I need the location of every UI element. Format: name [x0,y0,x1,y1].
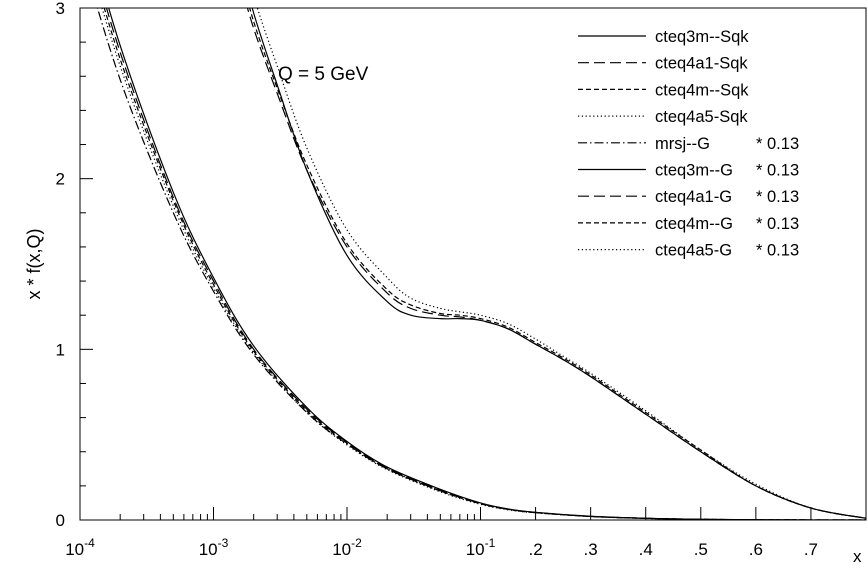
y-axis-label: x * f(x,Q) [24,229,44,300]
y-tick-label: 2 [56,170,65,189]
series-line-cteq4a1-sqk [105,8,866,520]
series-line-cteq3m-sqk [108,8,866,520]
x-tick-label: .2 [528,540,542,559]
legend-label: cteq4a1-G [655,188,732,206]
x-tick-label: .3 [584,540,598,559]
legend-scale-factor: * 0.13 [756,188,799,206]
series-line-cteq4a5-sqk [101,8,866,520]
x-tick-label: 10-2 [332,536,362,559]
legend-scale-factor: * 0.13 [756,215,799,233]
x-tick-label: .5 [694,540,708,559]
legend-label: mrsj--G [655,135,710,153]
legend-label: cteq4m--G [655,215,733,233]
y-tick-label: 0 [56,511,65,530]
legend: cteq3m--Sqk cteq4a1-Sqk cteq4m--Sqk cteq4a5… [578,28,799,260]
y-tick-label: 3 [56,0,65,18]
legend-label: cteq3m--G [655,162,733,180]
legend-scale-factor: * 0.13 [756,135,799,153]
x-tick-label: .7 [804,540,818,559]
x-axis: 10-4 10-3 10-2 10-1 .2 .3 .4 .5 .6 .7 [65,507,818,559]
x-tick-label: .4 [639,540,653,559]
legend-label: cteq4m--Sqk [655,81,749,99]
x-tick-label: .6 [749,540,763,559]
x-tick-label: 10-1 [466,536,496,559]
series-line-cteq4m-sqk [103,8,866,520]
legend-label: cteq3m--Sqk [655,28,749,46]
legend-label: cteq4a5-G [655,242,732,260]
y-axis: 0 1 2 3 [56,0,93,530]
x-tick-label: 10-4 [65,536,95,559]
y-tick-label: 1 [56,340,65,359]
curves [96,8,866,520]
plot-frame [79,7,867,521]
legend-label: cteq4a5-Sqk [655,108,748,126]
legend-scale-factor: * 0.13 [756,162,799,180]
legend-label: cteq4a1-Sqk [655,55,748,73]
series-line-mrsj-g [96,8,866,520]
annotation-q: Q = 5 GeV [278,64,369,85]
legend-scale-factor: * 0.13 [756,242,799,260]
x-axis-label: x [853,547,862,566]
series-line-cteq4m-g [249,8,866,519]
x-tick-label: 10-3 [199,536,229,559]
